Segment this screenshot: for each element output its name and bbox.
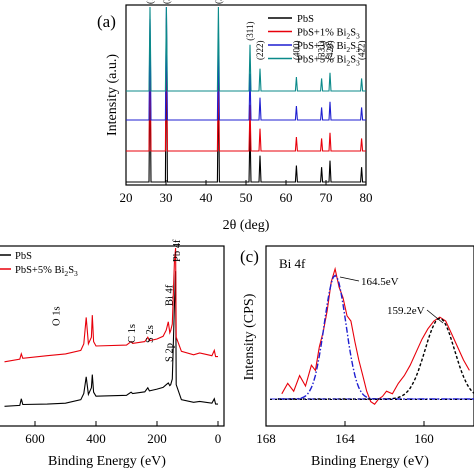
c-xtick-label-0: 168 bbox=[256, 431, 276, 446]
b-annotation-4: Pb 4f bbox=[172, 239, 183, 262]
panel-a-series bbox=[126, 6, 366, 183]
panel-c-title: Bi 4f bbox=[279, 256, 306, 271]
b-xtick-label-1: 400 bbox=[86, 431, 106, 446]
b-annotation-3: Bi 4f bbox=[164, 284, 175, 306]
panel-c-series bbox=[270, 266, 474, 405]
a-xtick-label-3: 50 bbox=[240, 190, 253, 205]
c-annotation-leader-1 bbox=[426, 309, 444, 324]
xps-survey-series-0 bbox=[4, 271, 218, 407]
a-peak-label-8: (422) bbox=[357, 41, 367, 61]
b-annotation-0: O 1s bbox=[52, 306, 63, 326]
a-xtick-label-1: 30 bbox=[160, 190, 173, 205]
a-legend-label-1: PbS+1% Bi2S3 bbox=[297, 28, 360, 41]
c-annotation-0: 164.5eV bbox=[361, 276, 399, 288]
panel-b-xlabel: Binding Energy (eV) bbox=[48, 454, 166, 469]
xrd-series-3 bbox=[126, 6, 366, 92]
b-annotation-5: S 2p bbox=[164, 343, 175, 362]
a-xtick-label-0: 20 bbox=[120, 190, 133, 205]
panel-b-x-ticks: 600 400 200 0 bbox=[25, 421, 221, 446]
a-legend-label-0: PbS bbox=[297, 14, 314, 25]
bi4f-measured-line bbox=[281, 266, 470, 405]
panel-b-series bbox=[4, 247, 218, 407]
panel-b: 600 400 200 0 O 1s C 1s S 2s Bi 4f Pb 4f S 2p Pb… bbox=[0, 239, 225, 469]
b-xtick-label-2: 200 bbox=[147, 431, 167, 446]
c-annotation-leader-0 bbox=[339, 276, 360, 282]
panel-b-legend: PbS PbS+5% Bi2S3 bbox=[0, 251, 78, 278]
panel-a-ylabel: Intensity (a.u.) bbox=[105, 54, 120, 136]
panel-b-annotations: O 1s C 1s S 2s Bi 4f Pb 4f S 2p bbox=[52, 239, 183, 362]
a-xtick-label-6: 80 bbox=[360, 190, 373, 205]
a-xtick-label-4: 60 bbox=[280, 190, 293, 205]
panel-c-annotations: 164.5eV 159.2eV bbox=[339, 276, 444, 324]
panel-a: (a) (111)(200)(220)(311)(222)(400)(331)(… bbox=[97, 0, 373, 233]
a-peak-label-6: (331) bbox=[317, 41, 327, 61]
panel-c: (c) Bi 4f 168 164 160 164.5eV 159.2eV Bindi… bbox=[240, 245, 474, 469]
panel-a-peak-labels: (111) (200) (220) (311)(222) (400) (331)(420)… bbox=[145, 0, 367, 60]
panel-a-xlabel: 2θ (deg) bbox=[223, 218, 270, 233]
b-annotation-1: C 1s bbox=[127, 324, 138, 343]
panel-a-label: (a) bbox=[97, 12, 116, 31]
panel-c-frame bbox=[265, 245, 474, 427]
a-legend-label-2: PbS+3% Bi2S3 bbox=[297, 41, 360, 54]
a-legend-label-3: PbS+5% Bi2S3 bbox=[297, 55, 360, 68]
a-peak-label-1: (200) bbox=[161, 0, 171, 4]
bi4f-fit-159-2 bbox=[277, 317, 474, 400]
a-xtick-label-5: 70 bbox=[320, 190, 333, 205]
a-xtick-label-2: 40 bbox=[200, 190, 213, 205]
b-xtick-label-0: 600 bbox=[25, 431, 45, 446]
c-xtick-label-1: 164 bbox=[335, 431, 355, 446]
b-xtick-label-3: 0 bbox=[215, 431, 222, 446]
a-peak-label-0: (111) bbox=[145, 0, 155, 4]
b-legend-label-1: PbS+5% Bi2S3 bbox=[15, 265, 78, 278]
c-annotation-1: 159.2eV bbox=[387, 305, 425, 317]
panel-c-xlabel: Binding Energy (eV) bbox=[311, 454, 429, 469]
panel-c-label: (c) bbox=[240, 247, 259, 266]
panel-b-frame bbox=[0, 245, 225, 427]
panel-c-x-ticks: 168 164 160 bbox=[256, 421, 434, 446]
xps-survey-series-1 bbox=[4, 247, 218, 363]
a-peak-label-2: (220) bbox=[213, 0, 223, 4]
panel-a-x-ticks: 20 30 40 50 60 70 80 bbox=[120, 180, 373, 205]
a-peak-label-4: (222) bbox=[255, 41, 265, 61]
c-xtick-label-2: 160 bbox=[414, 431, 434, 446]
b-legend-label-0: PbS bbox=[15, 251, 32, 262]
a-peak-label-5: (400) bbox=[291, 41, 301, 61]
panel-c-ylabel: Intensity (CPS) bbox=[242, 293, 257, 380]
a-peak-label-3: (311) bbox=[245, 22, 255, 41]
a-peak-label-7: (420) bbox=[325, 41, 335, 61]
b-annotation-2: S 2s bbox=[145, 325, 156, 343]
